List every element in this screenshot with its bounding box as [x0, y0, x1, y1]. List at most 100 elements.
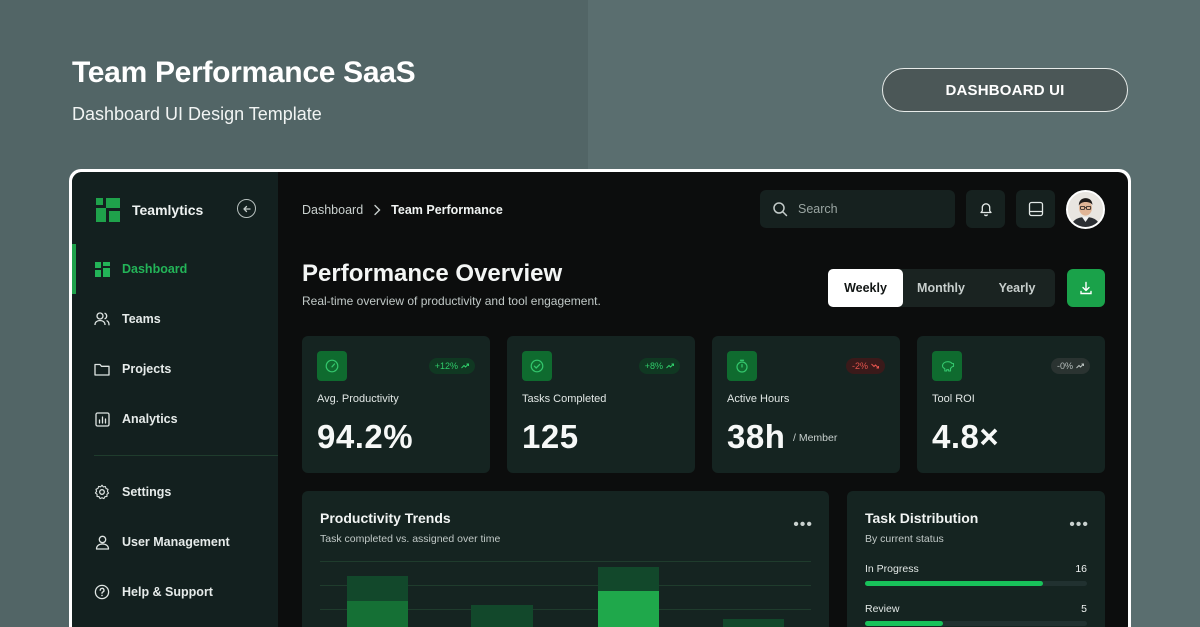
dashboard-grid-icon — [94, 261, 110, 277]
kpi-value: 4.8× — [932, 418, 1000, 455]
sidebar-item-label: Teams — [122, 312, 161, 326]
trend-down-icon — [871, 363, 879, 369]
gauge-icon — [317, 351, 347, 381]
trend-badge: +12% — [428, 358, 475, 374]
trend-badge-value: -2% — [851, 361, 868, 371]
sidebar: Teamlytics Dashboard Teams — [72, 172, 278, 627]
bar-chart-icon — [94, 411, 110, 427]
sidebar-item-label: Help & Support — [122, 585, 213, 599]
chart-gridline — [320, 609, 811, 610]
more-options-icon[interactable]: ••• — [793, 516, 813, 533]
trend-up-icon — [461, 363, 469, 369]
check-circle-icon — [522, 351, 552, 381]
folder-icon — [94, 361, 110, 377]
kpi-value: 125 — [522, 418, 579, 455]
sidebar-item-settings[interactable]: Settings — [72, 467, 278, 517]
sidebar-item-analytics[interactable]: Analytics — [72, 394, 278, 444]
sidebar-item-user-management[interactable]: User Management — [72, 517, 278, 567]
inbox-icon — [1028, 201, 1043, 217]
user-icon — [94, 534, 110, 550]
chart-bar-assigned — [471, 605, 533, 627]
avatar[interactable] — [1066, 190, 1105, 229]
breadcrumb: Dashboard Team Performance — [302, 203, 503, 217]
chart-bar-completed — [347, 601, 408, 627]
brand-logo-icon — [96, 198, 120, 222]
productivity-trends-panel: Productivity Trends Task completed vs. a… — [302, 491, 829, 627]
hero-title: Team Performance SaaS — [72, 56, 416, 89]
task-label: Review — [865, 603, 900, 615]
kpi-card-tool-roi[interactable]: -0% Tool ROI 4.8× — [917, 336, 1105, 473]
range-yearly-button[interactable]: Yearly — [998, 281, 1036, 295]
sidebar-divider — [94, 455, 278, 456]
sidebar-item-label: Dashboard — [122, 262, 188, 276]
kpi-card-productivity[interactable]: +12% Avg. Productivity 94.2% — [302, 336, 490, 473]
piggy-bank-icon — [932, 351, 962, 381]
sidebar-item-label: Settings — [122, 485, 172, 499]
search-input[interactable]: Search — [760, 190, 955, 228]
page-subtitle: Real-time overview of productivity and t… — [302, 294, 601, 308]
bell-icon — [979, 203, 992, 217]
breadcrumb-root[interactable]: Dashboard — [302, 203, 364, 217]
chart-gridline — [320, 585, 811, 586]
trend-badge-value: +8% — [644, 361, 663, 371]
user-avatar-icon — [1068, 192, 1103, 227]
kpi-label: Tool ROI — [932, 393, 975, 405]
task-progress-fill — [865, 621, 943, 626]
kpi-label: Avg. Productivity — [317, 393, 399, 405]
search-placeholder: Search — [798, 202, 838, 216]
gear-icon — [94, 484, 110, 500]
breadcrumb-current: Team Performance — [391, 203, 503, 217]
range-weekly-button[interactable]: Weekly — [828, 269, 903, 307]
hero-subtitle: Dashboard UI Design Template — [72, 104, 322, 124]
trend-badge: -2% — [845, 358, 885, 374]
search-icon — [773, 202, 788, 217]
trend-badge-value: -0% — [1056, 361, 1073, 371]
arrow-left-icon — [242, 205, 251, 212]
inbox-button[interactable] — [1016, 190, 1055, 228]
trend-badge: +8% — [638, 358, 680, 374]
trend-flat-icon — [1076, 363, 1084, 369]
trend-badge-value: +12% — [434, 361, 458, 371]
range-toggle: Weekly Monthly Yearly — [828, 269, 1055, 307]
stopwatch-icon — [727, 351, 757, 381]
task-distribution-panel: Task Distribution By current status ••• … — [847, 491, 1105, 627]
task-label: In Progress — [865, 563, 919, 575]
kpi-card-active-hours[interactable]: -2% Active Hours 38h / Member — [712, 336, 900, 473]
sidebar-item-teams[interactable]: Teams — [72, 294, 278, 344]
range-monthly-button[interactable]: Monthly — [917, 281, 965, 295]
chart-gridline — [320, 561, 811, 562]
download-button[interactable] — [1067, 269, 1105, 307]
kpi-label: Tasks Completed — [522, 393, 607, 405]
more-options-icon[interactable]: ••• — [1069, 516, 1089, 533]
panel-title: Task Distribution — [865, 510, 979, 526]
sidebar-item-label: User Management — [122, 535, 230, 549]
dashboard-ui-pill: DASHBOARD UI — [882, 68, 1128, 112]
sidebar-item-help-support[interactable]: Help & Support — [72, 567, 278, 617]
chevron-right-icon — [374, 204, 381, 216]
app-window: Teamlytics Dashboard Teams — [72, 172, 1128, 627]
sidebar-item-projects[interactable]: Projects — [72, 344, 278, 394]
kpi-unit: / Member — [793, 432, 838, 444]
panel-title: Productivity Trends — [320, 510, 451, 526]
download-icon — [1080, 281, 1092, 295]
task-progress-track — [865, 581, 1087, 586]
sidebar-item-dashboard[interactable]: Dashboard — [72, 244, 278, 294]
panel-subtitle: Task completed vs. assigned over time — [320, 533, 501, 545]
task-count: 16 — [1075, 563, 1087, 575]
collapse-sidebar-button[interactable] — [237, 199, 256, 218]
help-circle-icon — [94, 584, 110, 600]
app-frame: Teamlytics Dashboard Teams — [69, 169, 1131, 627]
notifications-button[interactable] — [966, 190, 1005, 228]
task-count: 5 — [1081, 603, 1087, 615]
brand-name: Teamlytics — [132, 202, 204, 218]
task-progress-track — [865, 621, 1087, 626]
trend-up-icon — [666, 363, 674, 369]
brand[interactable]: Teamlytics — [96, 198, 203, 222]
users-icon — [94, 311, 110, 327]
kpi-value: 94.2% — [317, 418, 414, 455]
chart-bar-completed-highlight — [598, 591, 659, 627]
kpi-card-tasks-completed[interactable]: +8% Tasks Completed 125 — [507, 336, 695, 473]
chart-bar-assigned — [723, 619, 784, 627]
trend-badge: -0% — [1050, 358, 1090, 374]
task-progress-fill — [865, 581, 1043, 586]
